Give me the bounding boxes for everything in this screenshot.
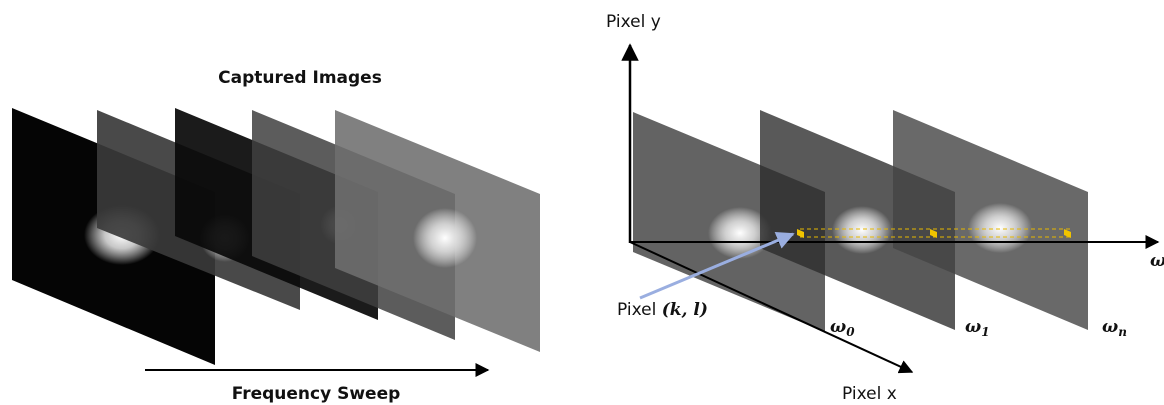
pixel-label: Pixel (k, l)	[617, 300, 708, 320]
frame-symbol: ω	[965, 317, 981, 337]
stack-title: Captured Images	[218, 68, 382, 88]
pixel-label-text: Pixel	[617, 300, 656, 320]
frame-label: ωn	[1102, 317, 1127, 339]
y-axis-label: Pixel y	[606, 12, 661, 32]
frequency-axis-label: ω	[1150, 251, 1164, 271]
frame-symbol: ω	[1102, 317, 1118, 337]
frames	[633, 110, 1088, 332]
pixel-label-coords: (k, l)	[662, 300, 708, 320]
x-axis-label: Pixel x	[842, 384, 897, 404]
sweep-label: Frequency Sweep	[232, 384, 401, 404]
blob	[968, 203, 1032, 253]
image-stack	[12, 108, 540, 365]
frame-subscript: n	[1118, 325, 1127, 339]
frame-label: ω1	[965, 317, 990, 339]
frame-subscript: 0	[846, 325, 855, 339]
blob	[832, 206, 892, 254]
frame-label: ω0	[830, 317, 855, 339]
blob	[413, 208, 477, 268]
diagram: Captured Images Frequency Sweep Pixel y …	[0, 0, 1164, 405]
frame-symbol: ω	[830, 317, 846, 337]
frame-subscript: 1	[981, 325, 989, 339]
